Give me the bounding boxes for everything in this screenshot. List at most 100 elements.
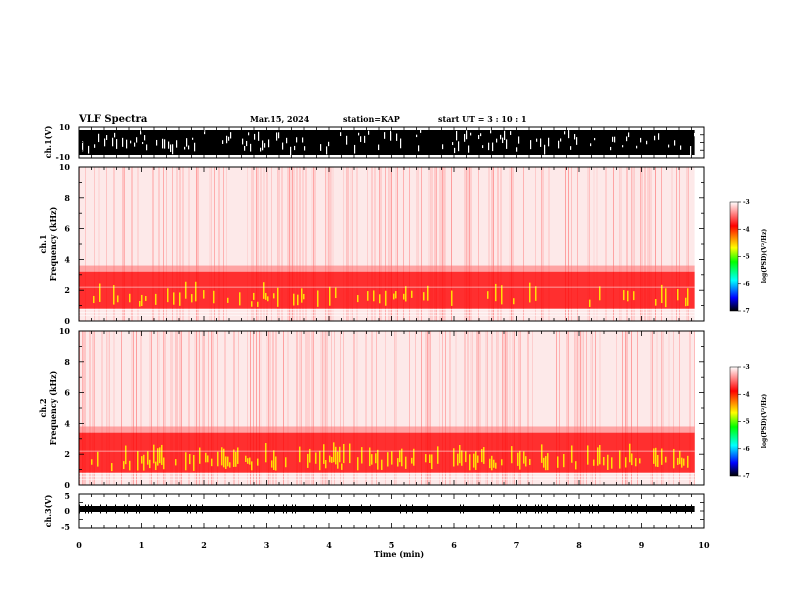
spectrogram-streak [518, 331, 520, 485]
ch1-waveform-gap [364, 135, 366, 143]
spectrogram-streak [488, 167, 490, 321]
spectrogram-intense-patch [501, 459, 503, 466]
spectrogram-intense-patch [91, 459, 93, 465]
colorbar-tick-label: -5 [743, 254, 750, 261]
spectrogram-intense-patch [633, 291, 635, 301]
spectrogram-intense-patch [687, 288, 689, 306]
ch3-waveform-spike [88, 504, 89, 514]
ch3-waveform-spike [115, 504, 116, 514]
spectrogram-streak [514, 331, 515, 485]
ch1-waveform-gap [296, 137, 298, 143]
spectrogram-streak [152, 167, 154, 321]
spectrogram-intense-patch [349, 443, 351, 464]
spectrogram-streak [599, 331, 601, 485]
ch1-waveform-gap [570, 146, 572, 150]
spectrogram-intense-patch [329, 286, 331, 306]
spectrogram-streak [478, 167, 479, 321]
spectrogram-intense-patch [333, 442, 335, 463]
spectrogram-intense-patch [481, 448, 483, 463]
spectrogram-streak [253, 331, 254, 485]
spectrogram-intense-patch [113, 285, 115, 305]
spectrogram-streak [325, 167, 326, 321]
spectrogram-streak [325, 331, 326, 485]
ch1-waveform-gap [610, 146, 612, 151]
spectrogram-intense-patch [373, 290, 375, 302]
spectrogram-streak [442, 331, 443, 485]
spectrogram-intense-patch [469, 454, 471, 471]
spectrogram-streak [226, 167, 227, 321]
ch1-waveform-gap [176, 140, 178, 148]
spectrogram-intense-patch [251, 301, 253, 307]
spectrogram-streak [673, 331, 674, 485]
frequency-tick-label: 10 [59, 162, 71, 172]
ch3-waveform-spike [100, 504, 101, 514]
ch1-waveform-gap [204, 130, 206, 135]
spectrogram-streak [577, 167, 578, 321]
ch2-frequency-tick-labels: 0 2 4 6 8 10 [59, 326, 71, 490]
ch1-waveform-gap [530, 140, 532, 150]
spectrogram-intense-patch [329, 455, 331, 463]
ch1-waveform-gap [164, 139, 166, 149]
ch2-colorbar-ticks: -3 -4 -5 -6 -7 [738, 364, 750, 480]
spectrogram-intense-patch [519, 450, 521, 470]
spectrogram-streak [371, 167, 373, 321]
spectrogram-intense-patch [627, 290, 629, 302]
spectrogram-streak [283, 331, 284, 485]
spectrogram-streak [409, 167, 410, 321]
spectrogram-intense-patch [401, 448, 403, 467]
ch1-waveform-gap [140, 130, 142, 135]
spectrogram-streak [281, 167, 283, 321]
ch1-waveform-gap [488, 142, 490, 151]
spectrogram-streak [491, 331, 493, 485]
ch3-waveform-spike [274, 504, 275, 514]
spectrogram-streak [233, 331, 235, 485]
ch1-spectrogram-image [79, 167, 695, 321]
spectrogram-intense-patch [253, 292, 255, 300]
spectrogram-streak [311, 167, 313, 321]
spectrogram-intense-patch [213, 290, 215, 304]
ch3-waveform-spike [400, 504, 401, 514]
spectrogram-streak [644, 167, 646, 321]
ch1-waveform-gap [136, 137, 138, 143]
ch1-waveform-gap [328, 141, 330, 147]
frequency-tick-label: 4 [64, 254, 70, 264]
frequency-tick-label: 2 [64, 285, 70, 295]
spectrogram-intense-patch [271, 460, 273, 468]
ch1-waveform-gap [354, 144, 356, 154]
ch1-waveform-envelope [79, 130, 695, 155]
spectrogram-intense-patch [227, 456, 229, 467]
spectrogram-intense-patch [315, 452, 317, 464]
spectrogram-streak [385, 331, 386, 485]
spectrogram-streak [122, 167, 124, 321]
spectrogram-streak [583, 331, 584, 485]
spectrogram-streak [445, 167, 446, 321]
spectrogram-intense-patch [425, 454, 427, 463]
ch1-waveform-gap [458, 141, 460, 152]
spectrogram-intense-patch [257, 301, 259, 307]
spectrogram-intense-patch [207, 455, 209, 463]
spectrogram-streak [353, 331, 355, 485]
ch3-waveform-spike [598, 504, 599, 514]
spectrogram-intense-patch [147, 451, 149, 465]
ch1-waveform-gap [400, 138, 402, 149]
spectrogram-intense-patch [629, 443, 631, 463]
spectrogram-streak [367, 167, 368, 321]
spectrogram-streak [376, 331, 377, 485]
spectrogram-intense-patch [189, 454, 191, 465]
ch1-colorbar: -3 -4 -5 -6 -7 log(PSD)(V²/Hz) [729, 199, 768, 315]
ch3-waveform-spike [517, 504, 518, 514]
spectrogram-streak [575, 331, 577, 485]
spectrogram-streak [416, 167, 418, 321]
spectrogram-intense-patch [223, 448, 225, 468]
spectrogram-intense-patch [245, 455, 247, 463]
ch1-waveform-gap [276, 132, 278, 141]
spectrogram-intense-patch [167, 288, 169, 303]
spectrogram-streak [686, 167, 688, 321]
spectrogram-streak [212, 331, 214, 485]
ch1-waveform-gap [646, 140, 648, 145]
ch1-waveform-gap [126, 139, 128, 149]
spectrogram-streak [445, 331, 446, 485]
spectrogram-intense-patch [587, 445, 589, 465]
spectrogram-intense-patch [493, 459, 495, 468]
spectrogram-intense-patch [623, 290, 625, 301]
